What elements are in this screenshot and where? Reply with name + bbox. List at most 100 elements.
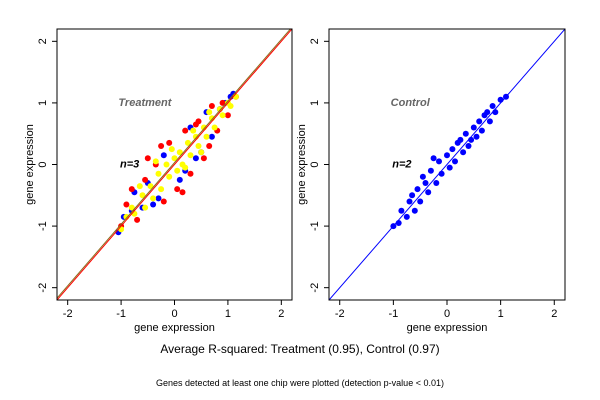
data-point xyxy=(414,186,421,193)
data-point xyxy=(198,149,205,156)
data-point xyxy=(152,158,159,165)
data-point xyxy=(411,207,418,214)
treatment-panel: -2 -1 0 1 2 -2 -1 0 1 2 gene expression gene expres… xyxy=(24,28,293,334)
y-tick-label: 1 xyxy=(37,100,49,106)
data-point xyxy=(184,139,191,146)
data-point xyxy=(403,213,410,220)
data-point xyxy=(224,112,231,119)
data-point xyxy=(160,198,167,205)
data-point xyxy=(409,192,416,199)
data-point xyxy=(166,139,173,146)
data-point xyxy=(155,170,162,177)
data-point xyxy=(460,149,467,156)
data-point xyxy=(206,143,213,149)
data-point xyxy=(465,143,472,149)
y-axis-title: gene expression xyxy=(296,124,308,205)
data-point xyxy=(163,161,170,168)
data-point xyxy=(419,173,426,180)
detection-footnote: Genes detected at least one chip were pl… xyxy=(156,378,444,388)
reference-line xyxy=(57,29,292,299)
panel-label: Treatment xyxy=(118,97,172,109)
data-point xyxy=(200,155,207,162)
data-point xyxy=(139,192,146,199)
data-point xyxy=(176,149,183,156)
data-point xyxy=(187,170,194,177)
data-point xyxy=(422,180,429,186)
data-point xyxy=(478,127,485,134)
data-point xyxy=(142,204,149,211)
data-point xyxy=(160,152,167,159)
x-axis-title: gene expression xyxy=(134,322,215,334)
data-point xyxy=(203,133,210,140)
r-squared-caption: Average R-squared: Treatment (0.95), Con… xyxy=(160,342,440,356)
data-points xyxy=(390,93,509,230)
data-point xyxy=(425,189,432,196)
data-point xyxy=(150,201,157,208)
x-tick-label: 2 xyxy=(278,308,284,320)
data-point xyxy=(449,146,456,153)
data-point xyxy=(174,186,181,193)
reference-line xyxy=(57,29,292,300)
data-point xyxy=(481,112,488,119)
data-point xyxy=(446,164,453,171)
data-point xyxy=(158,143,165,149)
x-tick-label: 1 xyxy=(498,308,504,320)
x-tick-label: 1 xyxy=(225,308,231,320)
data-point xyxy=(211,124,218,131)
y-tick-label: 1 xyxy=(309,100,321,106)
x-tick-label: 0 xyxy=(444,308,450,320)
data-point xyxy=(489,103,496,109)
panel-label: Control xyxy=(391,97,431,109)
data-point xyxy=(182,127,189,134)
data-point xyxy=(206,109,213,116)
y-tick-label: 0 xyxy=(37,161,49,167)
data-point xyxy=(433,180,440,186)
y-tick-label: -1 xyxy=(309,221,321,231)
data-point xyxy=(192,155,199,162)
data-point xyxy=(128,186,135,193)
data-point xyxy=(406,198,413,205)
data-point xyxy=(190,127,197,134)
data-point xyxy=(155,195,162,202)
data-point xyxy=(417,198,424,205)
data-point xyxy=(166,173,173,180)
data-point xyxy=(436,158,442,165)
data-point xyxy=(182,164,189,171)
data-point xyxy=(128,204,135,211)
y-tick-label: 2 xyxy=(309,38,321,44)
data-point xyxy=(486,118,493,125)
y-tick-label: -2 xyxy=(37,283,49,293)
data-point xyxy=(452,158,458,165)
data-point xyxy=(473,133,480,140)
data-point xyxy=(187,152,194,159)
data-point xyxy=(208,103,215,109)
data-point xyxy=(462,130,469,137)
x-axis-title: gene expression xyxy=(407,322,488,334)
data-point xyxy=(454,139,461,146)
data-point xyxy=(176,176,183,183)
y-tick-label: -2 xyxy=(309,283,321,293)
data-point xyxy=(208,133,215,140)
data-point xyxy=(144,155,151,162)
data-point xyxy=(470,124,477,131)
x-tick-label: -2 xyxy=(63,308,73,320)
data-point xyxy=(134,216,141,223)
data-point xyxy=(150,195,157,202)
x-tick-label: 0 xyxy=(171,308,177,320)
y-tick-label: -1 xyxy=(37,221,49,231)
data-point xyxy=(171,155,178,162)
data-point xyxy=(147,183,154,190)
data-point xyxy=(192,121,199,128)
data-point xyxy=(123,201,130,208)
x-tick-label: 2 xyxy=(551,308,557,320)
data-point xyxy=(430,155,437,162)
data-point xyxy=(444,152,450,159)
data-point xyxy=(174,167,181,174)
data-point xyxy=(195,143,202,149)
sample-count-label: n=3 xyxy=(120,159,139,171)
data-point xyxy=(179,189,186,196)
x-tick-label: -2 xyxy=(335,308,345,320)
data-point xyxy=(427,167,434,174)
y-tick-label: 2 xyxy=(37,38,49,44)
